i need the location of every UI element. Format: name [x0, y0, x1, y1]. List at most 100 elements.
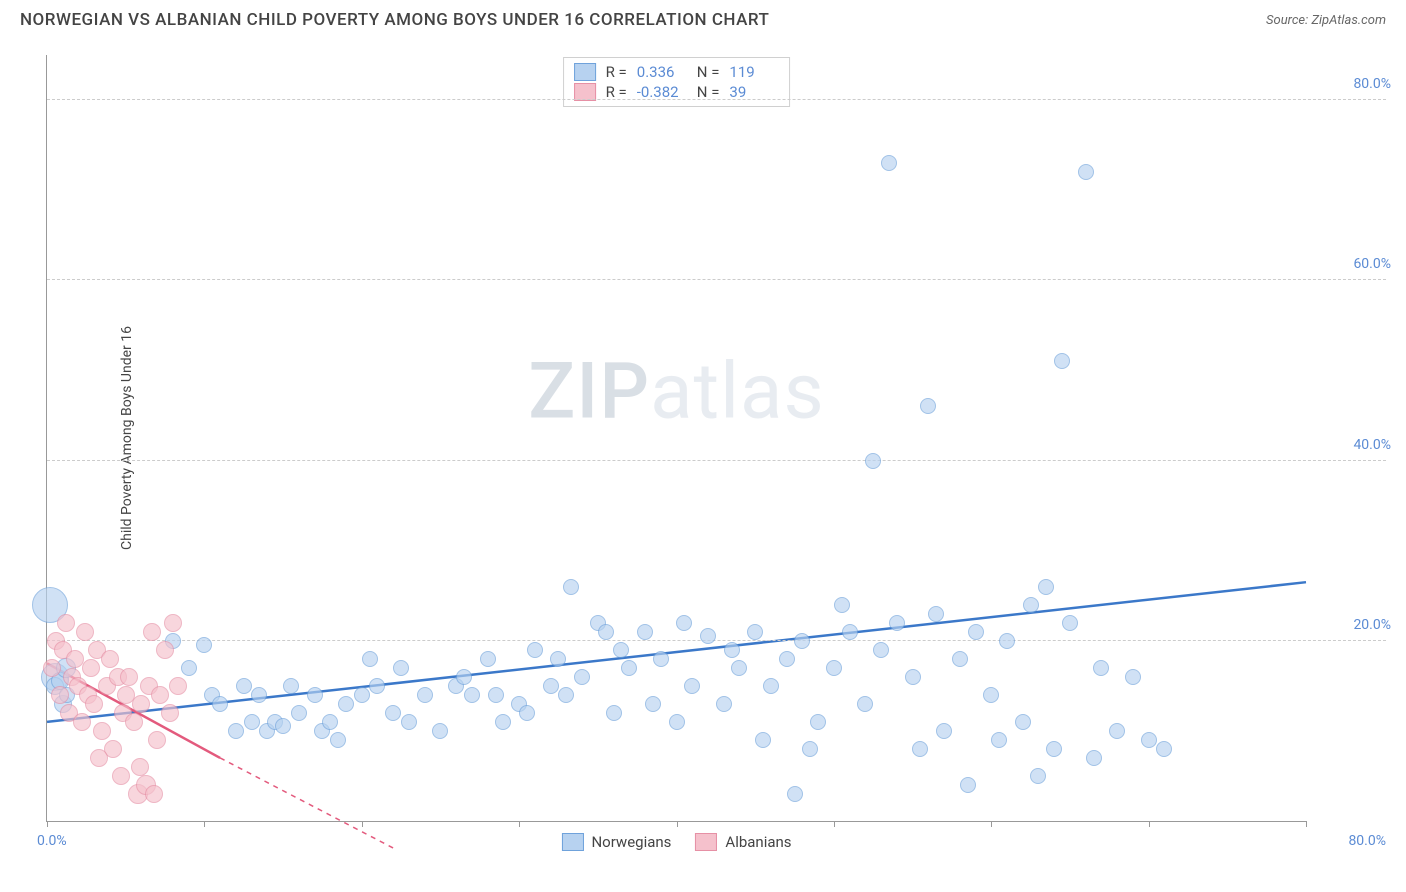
watermark: ZIPatlas — [528, 347, 825, 438]
legend-item: Albanians — [695, 833, 791, 851]
data-point — [43, 659, 61, 677]
data-point — [1046, 741, 1062, 757]
data-point — [999, 633, 1015, 649]
data-point — [181, 660, 197, 676]
source-prefix: Source: — [1266, 13, 1311, 28]
gridline — [47, 99, 1386, 100]
x-axis-max-label: 80.0% — [1348, 833, 1386, 849]
data-point — [731, 660, 747, 676]
data-point — [928, 606, 944, 622]
data-point — [1109, 723, 1125, 739]
x-tick — [1306, 821, 1307, 827]
y-tick-label: 80.0% — [1353, 76, 1391, 92]
data-point — [865, 453, 881, 469]
data-point — [881, 155, 897, 171]
data-point — [76, 623, 94, 641]
data-point — [543, 678, 559, 694]
data-point — [1156, 741, 1172, 757]
series-swatch — [574, 63, 596, 81]
data-point — [432, 723, 448, 739]
gridline — [47, 279, 1386, 280]
data-point — [834, 597, 850, 613]
data-point — [787, 786, 803, 802]
data-point — [488, 687, 504, 703]
data-point — [73, 713, 91, 731]
data-point — [354, 687, 370, 703]
x-tick — [834, 821, 835, 827]
data-point — [519, 705, 535, 721]
data-point — [716, 696, 732, 712]
y-tick-label: 40.0% — [1353, 437, 1391, 453]
data-point — [125, 713, 143, 731]
data-point — [132, 695, 150, 713]
x-tick — [204, 821, 205, 827]
data-point — [1030, 768, 1046, 784]
data-point — [889, 615, 905, 631]
watermark-part1: ZIP — [528, 347, 650, 438]
data-point — [1062, 615, 1078, 631]
data-point — [873, 642, 889, 658]
data-point — [1015, 714, 1031, 730]
data-point — [747, 624, 763, 640]
data-point — [1023, 597, 1039, 613]
data-point — [952, 651, 968, 667]
data-point — [960, 777, 976, 793]
data-point — [700, 628, 716, 644]
data-point — [724, 642, 740, 658]
data-point — [212, 696, 228, 712]
data-point — [291, 705, 307, 721]
data-point — [802, 741, 818, 757]
data-point — [57, 614, 75, 632]
x-tick — [677, 821, 678, 827]
data-point — [676, 615, 692, 631]
r-value: 0.336 — [637, 63, 687, 81]
n-value: 119 — [729, 63, 779, 81]
data-point — [669, 714, 685, 730]
data-point — [983, 687, 999, 703]
legend-swatch — [695, 833, 717, 851]
trend-lines-layer — [47, 55, 1306, 821]
data-point — [330, 732, 346, 748]
source-name: ZipAtlas.com — [1311, 13, 1386, 28]
data-point — [905, 669, 921, 685]
data-point — [936, 723, 952, 739]
data-point — [393, 660, 409, 676]
data-point — [161, 704, 179, 722]
data-point — [1093, 660, 1109, 676]
data-point — [920, 398, 936, 414]
data-point — [527, 642, 543, 658]
data-point — [338, 696, 354, 712]
n-label: N = — [697, 63, 720, 81]
watermark-part2: atlas — [650, 347, 825, 438]
data-point — [563, 579, 579, 595]
data-point — [763, 678, 779, 694]
trend-line-extension — [220, 758, 393, 848]
x-tick — [519, 821, 520, 827]
data-point — [401, 714, 417, 730]
data-point — [1141, 732, 1157, 748]
data-point — [826, 660, 842, 676]
data-point — [236, 678, 252, 694]
data-point — [148, 731, 166, 749]
x-tick — [362, 821, 363, 827]
data-point — [93, 722, 111, 740]
data-point — [112, 767, 130, 785]
legend-swatch — [561, 833, 583, 851]
data-point — [244, 714, 260, 730]
data-point — [90, 749, 108, 767]
chart-title: NORWEGIAN VS ALBANIAN CHILD POVERTY AMON… — [20, 10, 769, 30]
data-point — [196, 637, 212, 653]
data-point — [275, 718, 291, 734]
data-point — [1078, 164, 1094, 180]
data-point — [456, 669, 472, 685]
data-point — [755, 732, 771, 748]
legend-item: Norwegians — [561, 833, 671, 851]
data-point — [613, 642, 629, 658]
data-point — [322, 714, 338, 730]
data-point — [1054, 353, 1070, 369]
y-tick-label: 20.0% — [1353, 617, 1391, 633]
data-point — [574, 669, 590, 685]
legend: Norwegians Albanians — [561, 833, 791, 851]
data-point — [228, 723, 244, 739]
data-point — [169, 677, 187, 695]
